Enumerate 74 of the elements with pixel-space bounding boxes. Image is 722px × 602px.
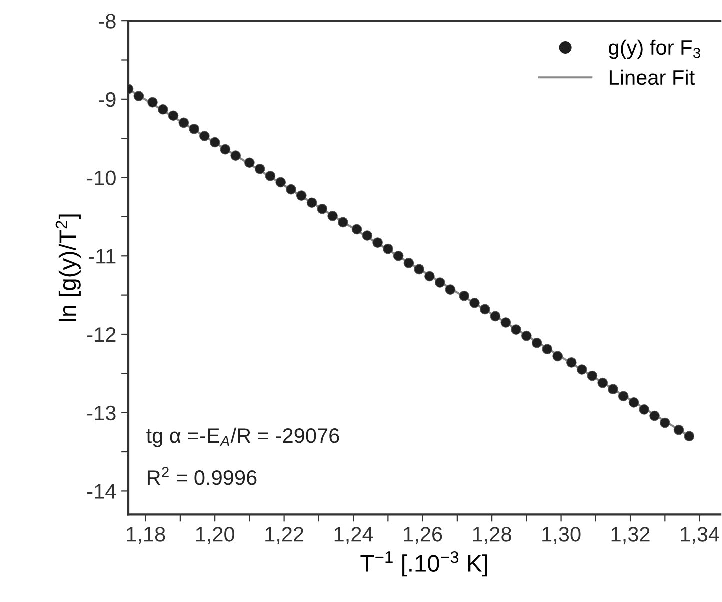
point (628, 398, 640, 408)
point (490, 311, 501, 322)
point (210, 137, 220, 148)
x-tick-label: 1,26 (404, 527, 442, 544)
annotation: tg α =-E$_{A}$/R = -29076 (146, 428, 340, 448)
y-tick-label: -11 (89, 249, 116, 264)
point (639, 404, 650, 415)
point (552, 351, 563, 362)
point (148, 97, 158, 108)
point (296, 190, 307, 201)
point (158, 104, 168, 115)
point (338, 217, 348, 228)
x-tick-label: 1,34 (681, 527, 720, 544)
point (522, 330, 532, 342)
x-tick-label: 1,32 (612, 527, 650, 544)
point (244, 158, 255, 168)
y-tick-label: -13 (88, 406, 116, 421)
point (265, 171, 276, 182)
point (587, 370, 598, 382)
point (134, 91, 144, 102)
y-tick-label: -10 (88, 170, 116, 186)
legend-label: Linear Fit (610, 70, 695, 86)
x-tick-label: 1,24 (334, 527, 374, 544)
point (434, 278, 446, 288)
point (254, 164, 266, 174)
point (383, 244, 394, 254)
point (470, 298, 480, 308)
x-tick-label: 1,22 (266, 527, 304, 544)
point (404, 258, 414, 268)
point (618, 391, 629, 402)
point (598, 378, 608, 388)
point (362, 230, 373, 241)
point (200, 131, 210, 142)
point (674, 424, 684, 436)
point (480, 304, 490, 315)
point (178, 118, 190, 128)
point (168, 110, 179, 122)
point (424, 271, 435, 282)
point (511, 324, 522, 335)
point (660, 418, 670, 428)
point (276, 177, 286, 188)
x-tick-label: 1,28 (473, 527, 512, 544)
y-axis-title: ln [g(y)/T$^{2}$] (56, 214, 81, 322)
point (608, 384, 618, 395)
x-tick-label: 1,30 (542, 527, 581, 544)
x-axis-title: T$^{−1}$ [.10$^{−3}$ K] (360, 551, 488, 577)
y-tick-label: -12 (88, 327, 116, 342)
point (684, 431, 695, 442)
point (566, 358, 577, 368)
point (650, 410, 660, 422)
point (459, 290, 470, 302)
annotation: R$^{2}$ = 0.9996 (148, 467, 257, 486)
point (500, 318, 512, 328)
point (306, 198, 318, 208)
point (542, 344, 553, 355)
point (230, 150, 242, 162)
point (393, 250, 404, 262)
point (414, 264, 425, 275)
x-tick-label: 1,18 (127, 527, 166, 544)
point (286, 184, 296, 195)
point (189, 124, 200, 134)
point (532, 338, 542, 348)
y-tick-label: -8 (99, 14, 116, 29)
y-tick-label: -9 (99, 92, 116, 108)
x-tick-label: 1,20 (196, 527, 235, 544)
point (328, 211, 338, 222)
point (220, 144, 231, 155)
point (372, 238, 383, 248)
legend-label: g(y) for F$_{3}$ (609, 40, 700, 60)
point (352, 224, 362, 235)
point (317, 204, 328, 214)
y-tick-label: -14 (88, 484, 116, 499)
point (445, 284, 456, 295)
point (576, 364, 588, 375)
